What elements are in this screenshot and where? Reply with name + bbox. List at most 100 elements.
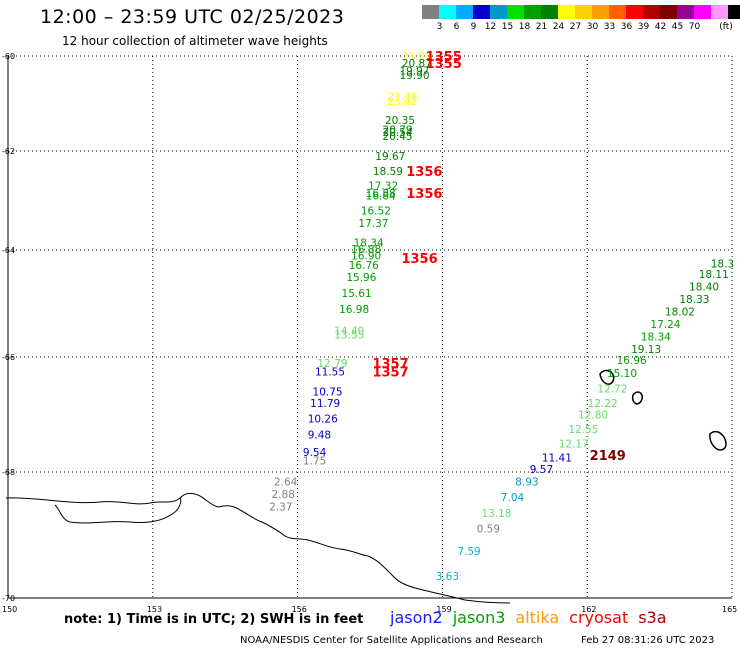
wave-height-value: 15.96 xyxy=(346,272,376,284)
lat-label: -60 xyxy=(2,52,15,61)
legend-swatch xyxy=(473,5,490,19)
pass-time-label: 1356 xyxy=(401,252,437,267)
island-2 xyxy=(631,391,643,405)
legend-swatch xyxy=(439,5,456,19)
wave-height-value: 11.41 xyxy=(542,453,572,465)
lat-label: -66 xyxy=(2,353,15,362)
wave-height-value: 17.37 xyxy=(358,218,388,230)
legend-swatch xyxy=(609,5,626,19)
lat-label: -62 xyxy=(2,147,15,156)
legend-swatch xyxy=(541,5,558,19)
wave-height-value: 19.13 xyxy=(631,344,661,356)
wave-height-value: 16.88 xyxy=(366,188,396,200)
wave-height-value: 1.75 xyxy=(303,456,326,468)
legend-label: 9 xyxy=(470,22,477,32)
legend-swatch xyxy=(660,5,677,19)
satellite-legend: jason2 jason3 altika cryosat s3a xyxy=(390,608,677,627)
wave-height-value: 0.59 xyxy=(477,524,500,536)
wave-height-value: 15.61 xyxy=(342,288,372,300)
legend-swatch xyxy=(643,5,660,19)
map-grid xyxy=(7,55,733,599)
antarctic-coastline-inner xyxy=(54,497,182,524)
lat-label: -64 xyxy=(2,246,15,255)
wave-height-value: 11.55 xyxy=(315,366,345,378)
legend-label: 30 xyxy=(586,22,599,32)
wave-height-value: 16.52 xyxy=(361,205,391,217)
legend-label: 24 xyxy=(552,22,565,32)
legend-label: 39 xyxy=(637,22,650,32)
wave-height-value: 18.59 xyxy=(373,166,403,178)
wave-height-value: 12.17 xyxy=(559,438,589,450)
legend-swatch xyxy=(575,5,592,19)
legend-swatch xyxy=(711,5,728,19)
lon-label: 153 xyxy=(147,605,162,614)
legend-label: 70 xyxy=(688,22,701,32)
wave-height-value: 12.22 xyxy=(588,398,618,410)
wave-height-value: 20.45 xyxy=(383,131,413,143)
wave-height-value: 11.79 xyxy=(310,398,340,410)
legend-swatch xyxy=(422,5,439,19)
sat-altika: altika xyxy=(515,608,560,627)
wave-height-value: 16.96 xyxy=(617,355,647,367)
wave-height-value: 2.64 xyxy=(274,476,298,488)
wave-height-value: 12.55 xyxy=(568,424,598,436)
legend-label: 42 xyxy=(654,22,667,32)
wave-height-value: 13.18 xyxy=(481,508,511,520)
page-subtitle: 12 hour collection of altimeter wave hei… xyxy=(62,34,328,48)
lon-label: 162 xyxy=(581,605,596,614)
wave-height-value: 2.37 xyxy=(269,502,292,514)
legend-swatch xyxy=(592,5,609,19)
legend-label: 36 xyxy=(620,22,633,32)
legend-label: 12 xyxy=(484,22,497,32)
wave-height-value: 13.55 xyxy=(334,330,364,342)
wave-height-value: 9.48 xyxy=(308,430,331,442)
wave-height-value: 18.3 xyxy=(711,258,734,270)
wave-height-value: 21.02 xyxy=(402,51,432,63)
wave-height-value: 7.04 xyxy=(501,492,525,504)
lat-label: -68 xyxy=(2,468,15,477)
wave-height-value: 18.34 xyxy=(354,238,384,250)
legend-swatch xyxy=(558,5,575,19)
legend-swatch xyxy=(456,5,473,19)
lat-label: -70 xyxy=(2,594,15,603)
island-3 xyxy=(709,430,727,451)
wave-height-value: 19.67 xyxy=(375,151,405,163)
wave-height-value: 23.48 xyxy=(387,91,417,103)
wave-height-value: 12.80 xyxy=(578,410,608,422)
legend-swatch xyxy=(694,5,711,19)
legend-unit: (ft) xyxy=(719,22,733,32)
pass-time-label: 1356 xyxy=(406,187,442,202)
sat-jason3: jason3 xyxy=(452,608,506,627)
legend-swatch xyxy=(490,5,507,19)
wave-height-value: 20.87 xyxy=(402,58,432,70)
pass-time-label: 1357 xyxy=(372,365,408,380)
wave-height-value: 15.10 xyxy=(607,368,637,380)
sat-s3a: s3a xyxy=(638,608,667,627)
legend-label: 33 xyxy=(603,22,616,32)
wave-height-value: 23.42 xyxy=(387,96,417,108)
wave-height-value: 18.33 xyxy=(679,294,709,306)
wave-height-value: 9.54 xyxy=(303,447,327,459)
sat-cryosat: cryosat xyxy=(569,608,629,627)
wave-height-value: 10.26 xyxy=(308,414,338,426)
lon-label: 159 xyxy=(436,605,451,614)
wave-height-value: 17.24 xyxy=(650,319,680,331)
legend-label: 27 xyxy=(569,22,582,32)
axis-labels: -60 -62 -64 -66 -68 -70 150 153 156 159 162 165 xyxy=(2,52,737,614)
legend-label: 3 xyxy=(436,22,443,32)
footer-timestamp: Feb 27 08:31:26 UTC 2023 xyxy=(581,635,715,646)
wave-height-value: 20.54 xyxy=(383,127,413,139)
wave-height-value: 16.76 xyxy=(349,260,379,272)
wave-height-value: 19.97 xyxy=(399,65,429,77)
legend-swatch xyxy=(524,5,541,19)
legend-swatch xyxy=(728,5,740,19)
legend-label: 21 xyxy=(535,22,548,32)
page-title: 12:00 – 23:59 UTC 02/25/2023 xyxy=(40,6,345,28)
wave-height-value: 16.88 xyxy=(351,244,381,256)
wave-height-value: 18.40 xyxy=(689,281,719,293)
footer-credit: NOAA/NESDIS Center for Satellite Applica… xyxy=(240,635,543,646)
legend-swatch xyxy=(677,5,694,19)
legend-label: 6 xyxy=(453,22,460,32)
wave-height-value: 19.90 xyxy=(399,70,429,82)
